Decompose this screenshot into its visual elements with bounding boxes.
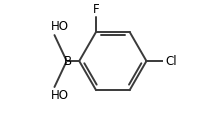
- Text: B: B: [63, 54, 72, 68]
- Text: F: F: [93, 3, 99, 16]
- Text: HO: HO: [51, 20, 69, 33]
- Text: Cl: Cl: [165, 54, 177, 68]
- Text: HO: HO: [51, 89, 69, 102]
